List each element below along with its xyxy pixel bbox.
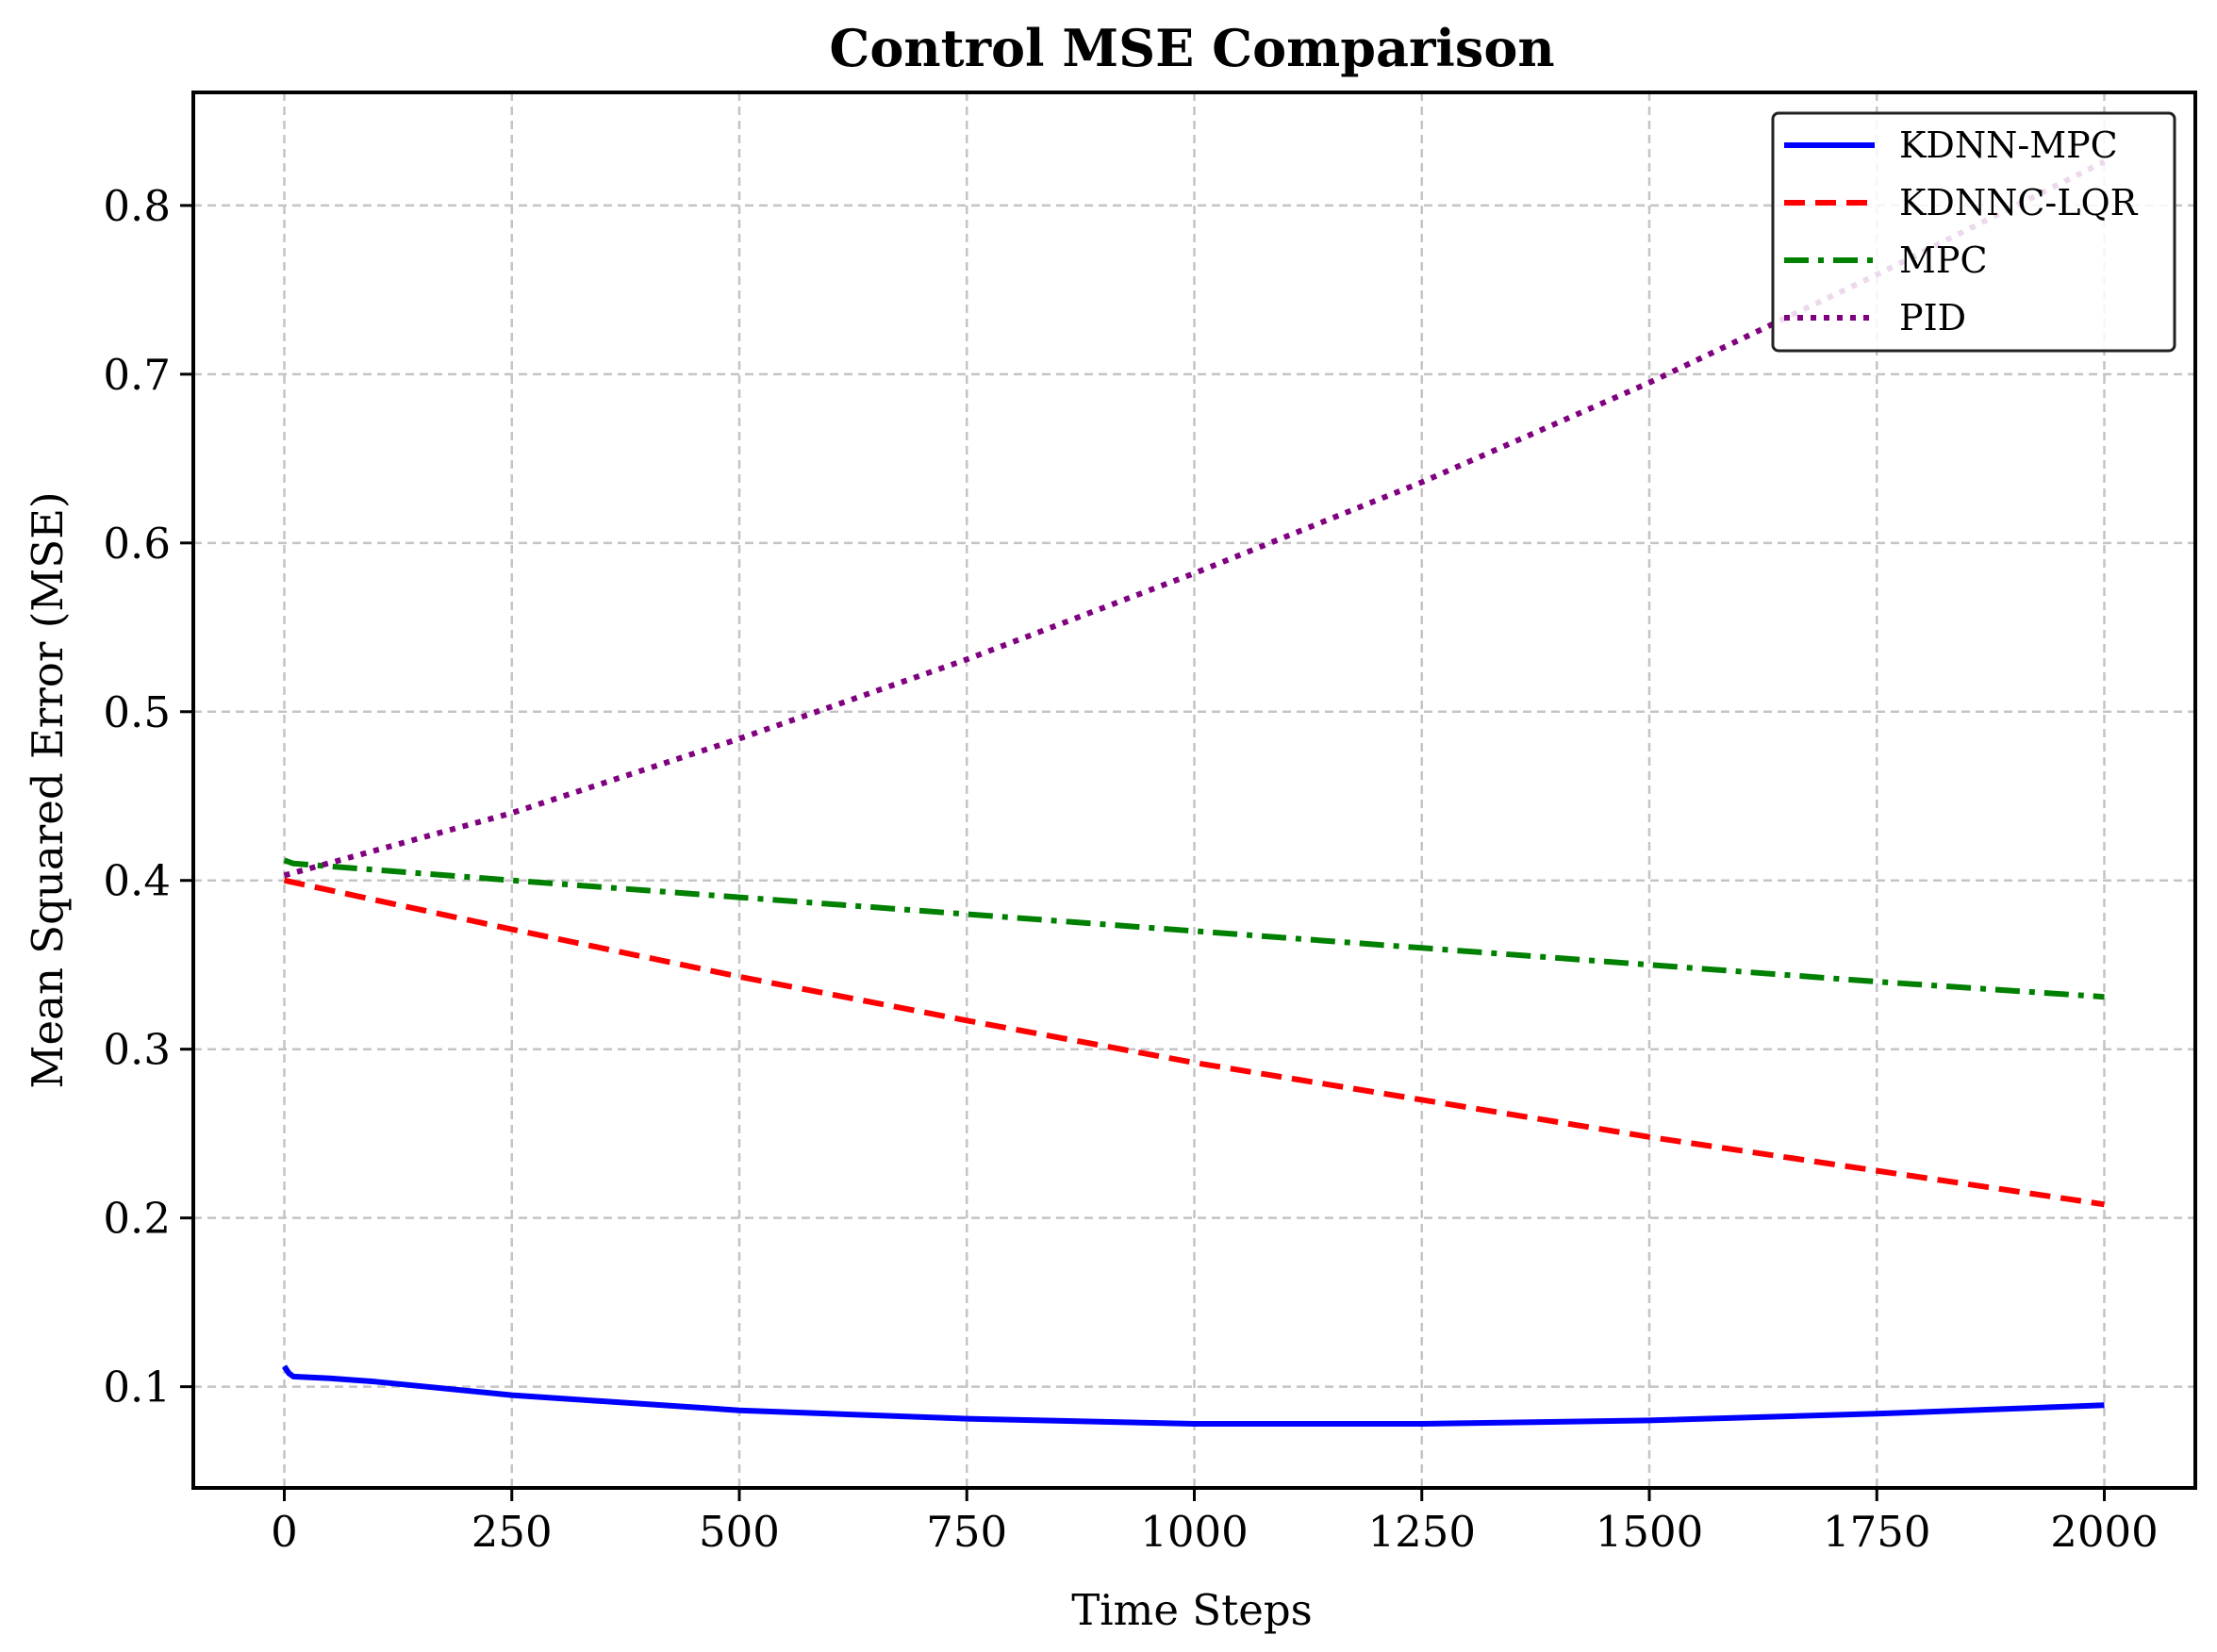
y-tick-label: 0.3: [103, 1025, 171, 1075]
chart-title: Control MSE Comparison: [829, 18, 1554, 78]
x-tick-label: 1250: [1367, 1507, 1476, 1557]
x-tick-label: 1500: [1596, 1507, 1704, 1557]
legend-box: [1771, 111, 2176, 353]
y-tick-label: 0.6: [103, 519, 171, 569]
y-tick-label: 0.5: [103, 687, 171, 737]
x-tick-label: 750: [926, 1507, 1007, 1557]
x-axis-label: Time Steps: [1071, 1585, 1312, 1635]
y-tick-label: 0.1: [103, 1363, 171, 1412]
y-tick-label: 0.4: [103, 856, 171, 906]
y-tick-label: 0.2: [103, 1194, 171, 1244]
legend-label: PID: [1899, 297, 1966, 339]
y-axis-label: Mean Squared Error (MSE): [23, 491, 73, 1088]
x-tick-label: 1000: [1140, 1507, 1249, 1557]
legend-label: KDNN-MPC: [1899, 124, 2118, 166]
series-layer: [282, 158, 2106, 1427]
y-tick-label: 0.8: [103, 181, 171, 231]
x-tick-label: 1750: [1823, 1507, 1931, 1557]
legend-label: KDNNC-LQR: [1899, 182, 2139, 223]
series-line-kdnnc-lqr: [283, 877, 2105, 1208]
x-tick-label: 250: [472, 1507, 553, 1557]
y-tick-label: 0.7: [103, 350, 171, 400]
series-line-kdnn-mpc: [282, 1364, 2105, 1427]
series-line-mpc: [283, 857, 2105, 1000]
ticks: 0 250 500 750 1000 1250 1500 1750 2000 0.1 0.2 0.3 0…: [103, 181, 2158, 1557]
x-tick-label: 500: [699, 1507, 780, 1557]
x-tick-label: 0: [271, 1507, 298, 1557]
x-tick-label: 2000: [2050, 1507, 2159, 1557]
legend: KDNN-MPC KDNNC-LQR MPC PID: [1771, 111, 2176, 353]
legend-label: MPC: [1899, 240, 1988, 281]
